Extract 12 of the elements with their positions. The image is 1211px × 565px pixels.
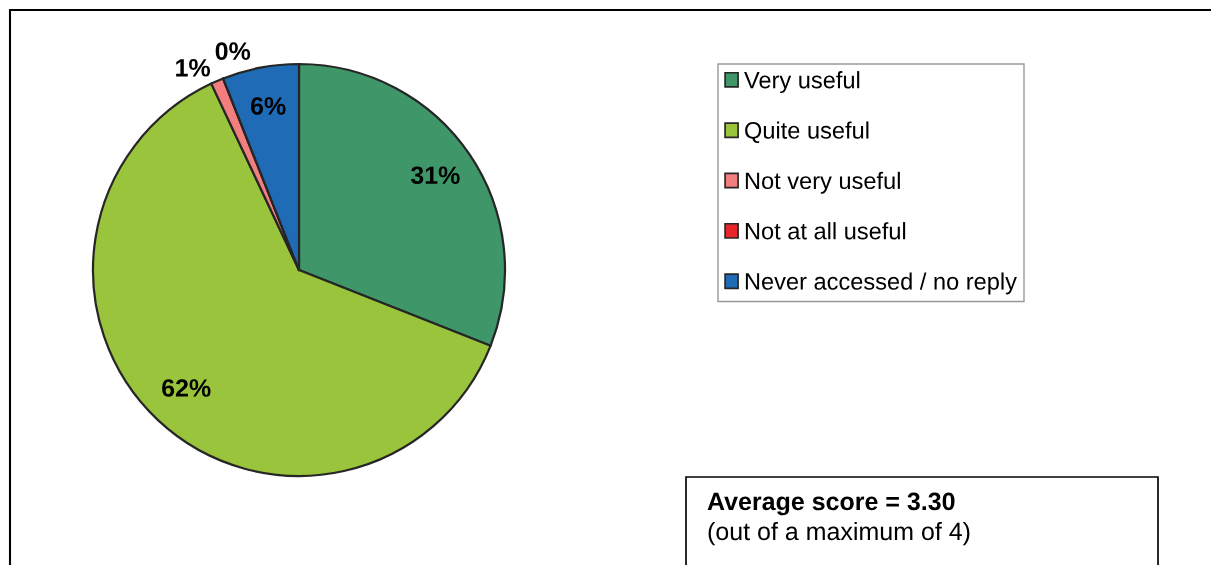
legend-label: Not at all useful — [745, 222, 906, 240]
text: (out of a maximum of 4) — [708, 521, 970, 546]
text: Average score = 3.30 — [707, 492, 955, 516]
data-label: 31% — [410, 166, 460, 185]
data-label: 1% — [176, 58, 211, 77]
data-label: 62% — [162, 379, 211, 397]
legend-label: Very useful — [744, 71, 860, 94]
legend-label: Quite useful — [745, 121, 869, 143]
legend-label: Not very useful — [745, 171, 900, 194]
legend-label: Never accessed / no reply — [745, 272, 1017, 295]
text: 0% — [215, 42, 251, 61]
data-label: 6% — [250, 97, 286, 115]
